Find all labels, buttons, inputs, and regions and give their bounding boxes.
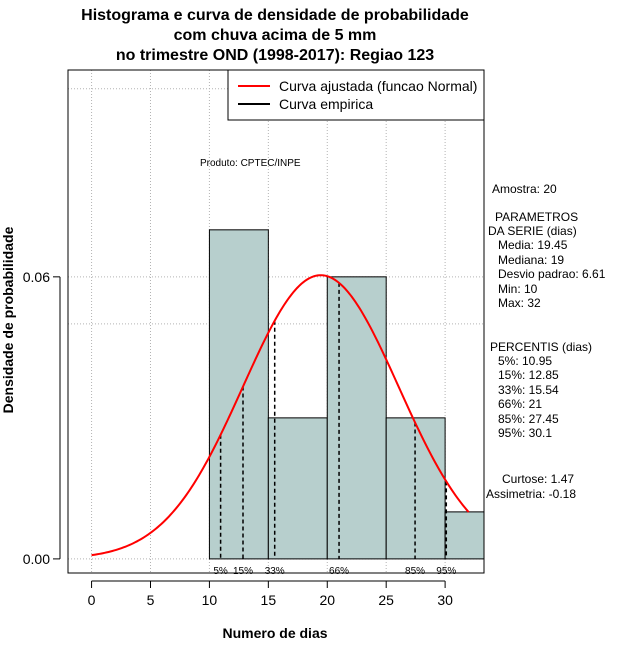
percentile-label: 95% bbox=[436, 566, 456, 577]
y-axis-label: Densidade de probabilidade bbox=[0, 226, 16, 413]
x-tick-label: 0 bbox=[88, 592, 96, 608]
x-tick-label: 5 bbox=[147, 592, 155, 608]
percentile-label: 66% bbox=[329, 566, 349, 577]
stat-min: Min: 10 bbox=[498, 282, 538, 296]
stat-amostra: Amostra: 20 bbox=[492, 182, 557, 196]
chart-title-line-1: Histograma e curva de densidade de proba… bbox=[81, 7, 469, 24]
chart-title-line-2: com chuva acima de 5 mm bbox=[173, 27, 377, 44]
stat-media: Media: 19.45 bbox=[498, 238, 568, 252]
chart-title-line-3: no trimestre OND (1998-2017): Regiao 123 bbox=[115, 47, 435, 64]
x-tick-label: 10 bbox=[202, 592, 218, 608]
percentile-label: 5% bbox=[213, 566, 228, 577]
x-tick-label: 20 bbox=[319, 592, 335, 608]
stat-percentis-title: PERCENTIS (dias) bbox=[490, 340, 593, 354]
stat-p5: 5%: 10.95 bbox=[498, 354, 553, 368]
percentile-lines: 5% 15% 33% 66% 85% 95% bbox=[213, 282, 456, 577]
x-tick-label: 15 bbox=[261, 592, 277, 608]
normal-fit-curve bbox=[91, 274, 470, 557]
stat-p66: 66%: 21 bbox=[498, 397, 543, 411]
histogram-bar bbox=[326, 276, 387, 560]
axes: 0 5 10 15 20 25 30 0.00 0.06 bbox=[23, 269, 453, 608]
legend: Curva ajustada (funcao Normal) Curva emp… bbox=[227, 69, 485, 121]
percentile-label: 33% bbox=[265, 566, 285, 577]
chart-title: Histograma e curva de densidade de proba… bbox=[0, 6, 550, 66]
histogram-bars bbox=[208, 229, 485, 560]
stat-p85: 85%: 27.45 bbox=[498, 412, 559, 426]
x-axis-label: Numero de dias bbox=[222, 625, 327, 641]
y-tick-label: 0.06 bbox=[23, 269, 50, 285]
percentile-label: 85% bbox=[405, 566, 425, 577]
x-tick-label: 25 bbox=[378, 592, 394, 608]
stat-assimetria: Assimetria: -0.18 bbox=[486, 487, 577, 501]
percentile-label: 15% bbox=[233, 566, 253, 577]
stat-p95: 95%: 30.1 bbox=[498, 426, 553, 440]
stat-p15: 15%: 12.85 bbox=[498, 368, 559, 382]
stat-p33: 33%: 15.54 bbox=[498, 383, 559, 397]
product-annotation: Produto: CPTEC/INPE bbox=[200, 158, 301, 169]
histogram-bar bbox=[267, 417, 328, 560]
y-tick-label: 0.00 bbox=[23, 551, 50, 567]
stat-max: Max: 32 bbox=[498, 296, 541, 310]
stat-desvio: Desvio padrao: 6.61 bbox=[498, 267, 606, 281]
stat-param-title-1: PARAMETROS bbox=[495, 210, 579, 224]
legend-label-fit-curve: Curva ajustada (funcao Normal) bbox=[279, 78, 477, 94]
legend-box bbox=[227, 69, 485, 121]
stat-curtose: Curtose: 1.47 bbox=[502, 472, 575, 486]
stat-param-title-2: DA SERIE (dias) bbox=[488, 224, 577, 238]
legend-label-empirical-curve: Curva empirica bbox=[279, 96, 373, 112]
histogram-bar bbox=[444, 511, 485, 560]
x-tick-label: 30 bbox=[437, 592, 453, 608]
stat-mediana: Mediana: 19 bbox=[498, 253, 565, 267]
